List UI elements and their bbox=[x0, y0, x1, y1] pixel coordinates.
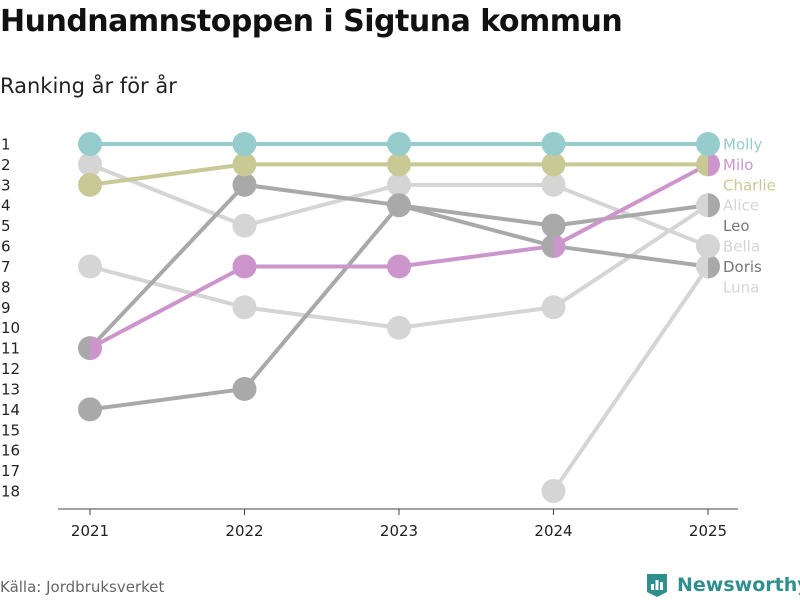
marker-bella-2021 bbox=[78, 254, 102, 279]
end-label-milo: Milo bbox=[723, 156, 753, 174]
marker-milo-2021 bbox=[90, 336, 102, 361]
y-tick-label: 18 bbox=[1, 483, 20, 501]
y-tick-label: 11 bbox=[1, 340, 20, 358]
marker-bella-2025 bbox=[696, 193, 708, 218]
marker-milo-2023 bbox=[387, 254, 411, 279]
chart-subtitle: Ranking år för år bbox=[0, 74, 177, 98]
y-tick-label: 8 bbox=[1, 278, 11, 296]
y-tick-label: 10 bbox=[1, 319, 20, 337]
marker-molly-2024 bbox=[541, 132, 566, 156]
marker-doris-2021 bbox=[78, 336, 90, 361]
end-labels: Molly Milo Charlie Alice Leo Bella Doris Luna bbox=[723, 136, 776, 297]
series-line-leo bbox=[88, 203, 710, 412]
chart-title: Hundnamnstoppen i Sigtuna kommun bbox=[0, 4, 623, 39]
x-tick-label: 2023 bbox=[380, 522, 418, 540]
marker-luna-2024 bbox=[541, 479, 566, 503]
marker-molly-2021 bbox=[78, 132, 102, 156]
y-tick-label: 16 bbox=[1, 442, 20, 460]
marker-molly-2025 bbox=[696, 132, 720, 156]
newsworthy-logo-icon bbox=[647, 574, 667, 597]
marker-bella-2023 bbox=[387, 315, 411, 340]
end-label-luna: Luna bbox=[723, 278, 759, 296]
marker-molly-2023 bbox=[387, 132, 411, 156]
y-tick-label: 17 bbox=[1, 462, 20, 480]
marker-alice-2024 bbox=[541, 172, 566, 197]
marker-charlie-2022 bbox=[232, 152, 257, 177]
marker-charlie-2021 bbox=[78, 172, 102, 197]
marker-bella-2024 bbox=[541, 295, 566, 320]
y-tick-label: 14 bbox=[1, 401, 20, 419]
marker-leo-2024 bbox=[541, 234, 554, 259]
y-tick-label: 7 bbox=[1, 258, 11, 276]
y-tick-label: 3 bbox=[1, 176, 11, 194]
marker-molly-2022 bbox=[232, 132, 257, 156]
marker-milo-2025 bbox=[708, 152, 720, 177]
marker-alice-2025 bbox=[696, 234, 720, 259]
brand-name: Newsworthy bbox=[677, 574, 800, 596]
y-tick-label: 13 bbox=[1, 380, 20, 398]
marker-alice-2023 bbox=[387, 172, 411, 197]
marker-luna-2025 bbox=[696, 254, 708, 279]
source-note: Källa: Jordbruksverket bbox=[0, 578, 165, 596]
x-tick-label: 2025 bbox=[689, 522, 727, 540]
y-tick-label: 1 bbox=[1, 136, 11, 154]
marker-leo-2023 bbox=[387, 193, 399, 218]
marker-milo-2022 bbox=[232, 254, 257, 279]
end-label-alice: Alice bbox=[723, 197, 759, 215]
marker-charlie-2024 bbox=[541, 152, 566, 177]
x-tick-label: 2022 bbox=[225, 522, 263, 540]
end-label-charlie: Charlie bbox=[723, 176, 776, 194]
marker-doris-2024 bbox=[541, 213, 566, 238]
marker-charlie-2023 bbox=[387, 152, 411, 177]
marker-charlie-2025 bbox=[696, 152, 708, 177]
y-tick-label: 4 bbox=[1, 197, 11, 215]
marker-milo-2024 bbox=[553, 234, 566, 259]
axes: 2021 2022 2023 2024 202512345678910111213141… bbox=[1, 136, 738, 540]
y-tick-label: 12 bbox=[1, 360, 20, 378]
end-label-doris: Doris bbox=[723, 258, 762, 276]
marker-doris-2022 bbox=[232, 172, 257, 197]
brand-logo: Newsworthy bbox=[645, 570, 800, 600]
marker-alice-2021 bbox=[78, 152, 102, 177]
x-tick-label: 2024 bbox=[534, 522, 572, 540]
y-tick-label: 9 bbox=[1, 299, 11, 317]
y-tick-label: 15 bbox=[1, 421, 20, 439]
y-tick-label: 2 bbox=[1, 156, 11, 174]
y-tick-label: 6 bbox=[1, 238, 11, 256]
end-label-molly: Molly bbox=[723, 136, 762, 154]
marker-alice-2022 bbox=[232, 213, 257, 238]
series-markers bbox=[78, 132, 720, 503]
end-label-bella: Bella bbox=[723, 238, 760, 256]
x-tick-label: 2021 bbox=[71, 522, 109, 540]
marker-doris-2025 bbox=[708, 193, 720, 218]
series-line-luna bbox=[551, 264, 710, 493]
marker-bella-2022 bbox=[232, 295, 257, 320]
marker-leo-2021 bbox=[78, 397, 102, 422]
end-label-leo: Leo bbox=[723, 217, 750, 235]
marker-doris-2023 bbox=[399, 193, 411, 218]
marker-leo-2025 bbox=[708, 254, 720, 279]
marker-leo-2022 bbox=[232, 376, 257, 401]
y-tick-label: 5 bbox=[1, 217, 11, 235]
